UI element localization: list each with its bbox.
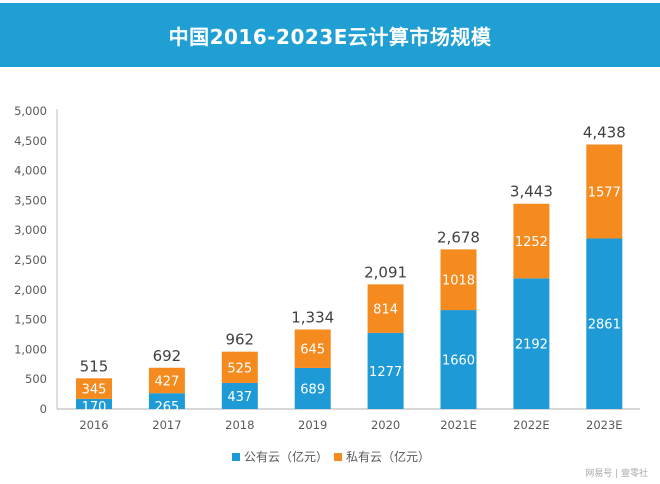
legend: 公有云（亿元） 私有云（亿元） bbox=[232, 448, 436, 465]
y-tick-label: 500 bbox=[25, 372, 47, 386]
y-tick-label: 2,500 bbox=[14, 253, 47, 267]
data-label-private: 645 bbox=[300, 343, 325, 358]
x-tick-label: 2022E bbox=[513, 418, 550, 432]
x-tick-label: 2023E bbox=[586, 418, 623, 432]
y-tick-label: 1,500 bbox=[14, 313, 47, 327]
legend-label-public: 公有云（亿元） bbox=[244, 450, 329, 464]
bar-private bbox=[294, 329, 331, 368]
bar-private bbox=[148, 367, 185, 394]
bar-private bbox=[76, 378, 112, 399]
legend-item-private: 私有云（亿元） bbox=[334, 448, 430, 465]
data-label-private: 1577 bbox=[588, 185, 621, 200]
y-tick-label: 1,000 bbox=[14, 342, 47, 356]
bar-public bbox=[221, 382, 258, 409]
data-label-total: 962 bbox=[225, 331, 254, 349]
data-label-private: 427 bbox=[154, 374, 179, 389]
data-label-total: 3,443 bbox=[510, 183, 553, 201]
watermark: 网易号 | 壹零社 bbox=[585, 469, 648, 479]
data-label-private: 525 bbox=[227, 361, 252, 376]
data-label-total: 1,334 bbox=[291, 308, 334, 326]
legend-label-private: 私有云（亿元） bbox=[346, 450, 431, 464]
x-axis: 2016 2017 2018 2019 2020 2021E 2022E 2023E bbox=[79, 418, 622, 432]
bar-public bbox=[367, 332, 404, 409]
x-tick-label: 2020 bbox=[371, 418, 400, 432]
y-tick-label: 5,000 bbox=[14, 104, 47, 118]
data-label-private: 814 bbox=[373, 303, 398, 318]
y-tick-label: 4,000 bbox=[14, 164, 47, 178]
data-label-public: 1660 bbox=[442, 354, 475, 369]
bar-public bbox=[440, 310, 477, 409]
bar-private bbox=[440, 249, 477, 311]
bar-private bbox=[367, 284, 404, 333]
data-label-private: 345 bbox=[82, 383, 107, 398]
bar-public bbox=[76, 398, 112, 409]
x-tick-label: 2019 bbox=[298, 418, 327, 432]
bar-private bbox=[586, 144, 623, 239]
data-label-total: 2,678 bbox=[437, 228, 480, 246]
data-label-public: 2861 bbox=[588, 318, 621, 333]
data-label-total: 4,438 bbox=[583, 123, 626, 141]
bar-public bbox=[513, 278, 550, 409]
data-label-total: 515 bbox=[80, 357, 109, 375]
x-tick-label: 2017 bbox=[152, 418, 181, 432]
data-label-public: 265 bbox=[154, 400, 179, 415]
bar-private bbox=[513, 203, 550, 279]
y-tick-label: 4,500 bbox=[14, 134, 47, 148]
x-tick-label: 2018 bbox=[225, 418, 254, 432]
bar-private bbox=[221, 351, 258, 383]
legend-swatch-public bbox=[232, 452, 240, 461]
y-axis: 0 500 1,000 1,500 2,000 2,500 3,000 3,500 4,000 4… bbox=[14, 104, 47, 416]
y-tick-label: 2,000 bbox=[14, 283, 47, 297]
data-label-total: 2,091 bbox=[364, 263, 407, 281]
y-tick-label: 0 bbox=[40, 402, 47, 416]
x-tick-label: 2016 bbox=[79, 418, 108, 432]
chart-title: 中国2016-2023E云计算市场规模 bbox=[168, 24, 492, 49]
bar-public bbox=[294, 367, 331, 409]
data-label-private: 1252 bbox=[515, 235, 548, 250]
data-label-public: 437 bbox=[227, 390, 252, 405]
title-banner: 中国2016-2023E云计算市场规模 bbox=[0, 3, 660, 67]
x-tick-label: 2021E bbox=[440, 418, 477, 432]
data-label-private: 1018 bbox=[442, 274, 475, 289]
bar-public bbox=[586, 238, 623, 409]
y-tick-label: 3,000 bbox=[14, 223, 47, 237]
data-label-public: 2192 bbox=[515, 338, 548, 353]
bars: 170 345 515 265 427 692 437 525 962 689 645 1,334 12… bbox=[76, 123, 626, 415]
legend-item-public: 公有云（亿元） bbox=[232, 448, 328, 465]
data-label-public: 689 bbox=[300, 382, 325, 397]
y-tick-label: 3,500 bbox=[14, 193, 47, 207]
data-label-total: 692 bbox=[153, 347, 182, 365]
bar-public bbox=[148, 393, 185, 409]
legend-swatch-private bbox=[334, 452, 343, 461]
data-label-public: 1277 bbox=[369, 365, 402, 380]
data-label-public: 170 bbox=[82, 400, 107, 415]
